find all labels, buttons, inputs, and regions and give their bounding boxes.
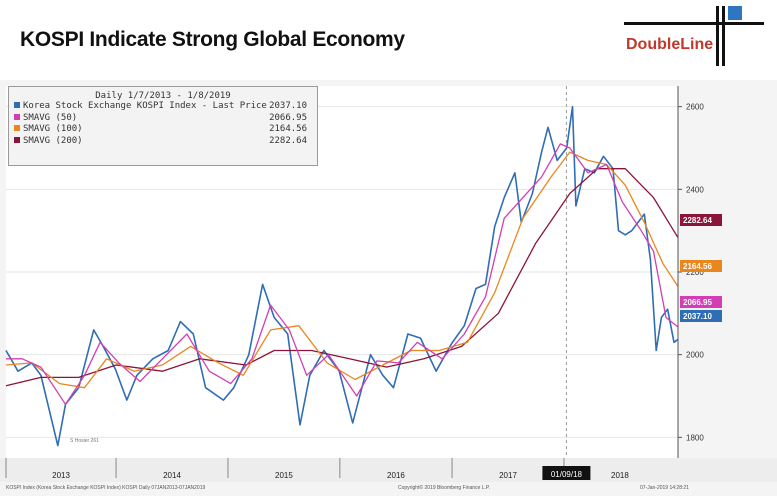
x-tick-label: 2016: [387, 471, 405, 480]
y-tick-label: 2200: [686, 268, 704, 277]
x-tick-label: 2014: [163, 471, 181, 480]
value-tag-label: 2164.56: [683, 262, 712, 271]
series-line: [6, 143, 679, 405]
x-tick-label: 2018: [611, 471, 629, 480]
value-tag-label: 2066.95: [683, 298, 712, 307]
chart-legend: Daily 1/7/2013 - 1/8/2019 Korea Stock Ex…: [8, 86, 318, 166]
legend-value: 2164.56: [269, 124, 307, 134]
value-tag: [680, 310, 722, 322]
page-title: KOSPI Indicate Strong Global Economy: [20, 28, 405, 51]
plot-annotation: S Hosier 261: [70, 438, 99, 444]
x-axis-band: [0, 458, 777, 482]
legend-item: SMAVG (100) 2164.56: [14, 124, 317, 136]
value-tag-label: 2282.64: [683, 216, 712, 225]
legend-item: SMAVG (50) 2066.95: [14, 113, 317, 125]
footer-copyright: Copyright© 2019 Bloomberg Finance L.P.: [398, 485, 490, 491]
legend-item: Korea Stock Exchange KOSPI Index - Last …: [14, 101, 317, 113]
y-tick-label: 2600: [686, 103, 704, 112]
legend-label: Korea Stock Exchange KOSPI Index - Last …: [23, 101, 267, 111]
doubleline-logo: DoubleLine: [620, 6, 770, 66]
value-tag: [680, 214, 722, 226]
y-tick-label: 1800: [686, 433, 704, 442]
marker-label: 01/09/18: [551, 470, 583, 479]
footer-source: KOSPI Index (Korea Stock Exchange KOSPI …: [6, 485, 206, 491]
legend-swatch: [14, 125, 20, 131]
x-tick-label: 2017: [499, 471, 517, 480]
legend-header: Daily 1/7/2013 - 1/8/2019: [95, 91, 231, 101]
legend-value: 2037.10: [269, 101, 307, 111]
legend-value: 2282.64: [269, 135, 307, 146]
logo-blue-square: [728, 6, 742, 20]
legend-value: 2066.95: [269, 112, 307, 123]
legend-label: SMAVG (50): [23, 112, 78, 123]
x-tick-label: 2015: [275, 471, 293, 480]
logo-text: DoubleLine: [626, 36, 714, 53]
legend-label: SMAVG (200): [23, 135, 83, 146]
value-tag: [680, 260, 722, 272]
legend-swatch: [14, 102, 20, 108]
marker-label-box: [542, 466, 591, 480]
y-tick-label: 2000: [686, 351, 704, 360]
footer-timestamp: 07-Jan-2019 14:28:21: [640, 485, 689, 491]
value-tag-label: 2037.10: [683, 312, 712, 321]
series-line: [5, 105, 679, 447]
legend-item: SMAVG (200) 2282.64: [14, 136, 317, 148]
y-tick-label: 2400: [686, 185, 704, 194]
legend-swatch: [14, 113, 20, 120]
legend-label: SMAVG (100): [23, 124, 83, 134]
x-tick-label: 2013: [52, 471, 70, 480]
value-tag: [680, 296, 722, 308]
legend-swatch: [14, 136, 20, 143]
